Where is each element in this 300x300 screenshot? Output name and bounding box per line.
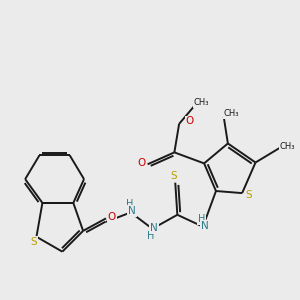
Text: H: H (147, 231, 155, 241)
Text: N: N (150, 223, 158, 233)
Text: H: H (125, 199, 133, 209)
Text: S: S (30, 237, 37, 247)
Text: CH₃: CH₃ (194, 98, 209, 107)
Text: N: N (200, 221, 208, 231)
Text: O: O (185, 116, 194, 127)
Text: H: H (198, 214, 205, 224)
Text: N: N (128, 206, 136, 216)
Text: S: S (245, 190, 252, 200)
Text: CH₃: CH₃ (224, 109, 239, 118)
Text: O: O (108, 212, 116, 222)
Text: S: S (170, 171, 177, 181)
Text: O: O (138, 158, 146, 168)
Text: CH₃: CH₃ (280, 142, 296, 151)
